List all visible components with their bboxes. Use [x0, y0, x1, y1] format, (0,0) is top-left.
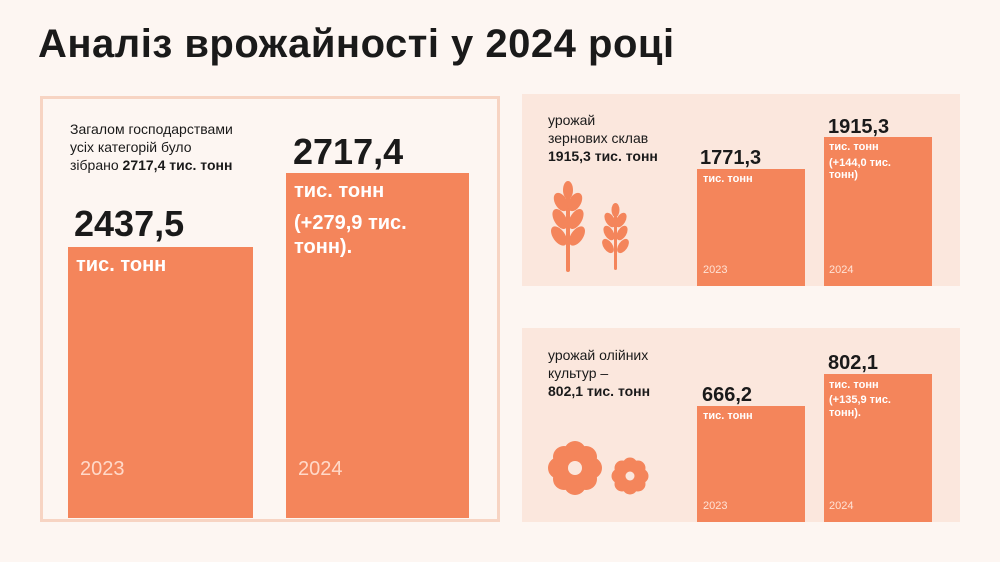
wheat-icon: [551, 181, 629, 272]
year-label-grain-2024: 2024: [829, 264, 854, 276]
grain-total-value: 1915,3 тис. тонн: [548, 148, 658, 164]
grain-text: урожай зернових склав 1915,3 тис. тонн: [548, 111, 688, 165]
unit-label-total-2024: тис. тонн: [294, 180, 385, 202]
total-harvest-intro: Загалом господарствами усіх категорій бу…: [70, 120, 280, 174]
year-label-total-2023: 2023: [80, 458, 125, 480]
page-title: Аналіз врожайності у 2024 році: [38, 22, 675, 66]
intro-total-value: 2717,4 тис. тонн: [122, 157, 233, 173]
value-label-oilseed-2023: 666,2: [702, 384, 753, 406]
bar-grain-2023: [697, 169, 805, 286]
bar-total-2023: [68, 247, 253, 518]
value-label-oilseed-2024: 802,1: [828, 352, 879, 374]
oilseed-text-line-1: урожай олійних: [548, 347, 649, 363]
value-label-total-2024: 2717,4: [293, 131, 404, 172]
oilseed-text-line-2: культур –: [548, 365, 609, 381]
change-label-total-2024-line1: (+279,9 тис.: [294, 212, 407, 234]
intro-line-1: Загалом господарствами: [70, 121, 233, 137]
value-label-grain-2024: 1915,3: [828, 116, 890, 138]
year-label-oilseed-2024: 2024: [829, 500, 854, 512]
value-label-total-2023: 2437,5: [74, 203, 185, 244]
unit-label-oilseed-2024: тис. тонн: [829, 379, 879, 391]
bar-oilseed-2023: [697, 406, 805, 522]
year-label-total-2024: 2024: [298, 458, 343, 480]
intro-line-2: усіх категорій було: [70, 139, 192, 155]
bar-oilseed-2024: [824, 374, 932, 522]
year-label-oilseed-2023: 2023: [703, 500, 728, 512]
unit-label-grain-2024: тис. тонн: [829, 141, 879, 153]
change-label-oilseed-2024-line2: тонн).: [829, 407, 861, 419]
unit-label-grain-2023: тис. тонн: [703, 173, 753, 185]
value-label-grain-2023: 1771,3: [700, 147, 762, 169]
change-label-grain-2024-line1: (+144,0 тис.: [829, 157, 891, 169]
grain-text-line-2: зернових склав: [548, 130, 649, 146]
oilseed-total-value: 802,1 тис. тонн: [548, 383, 651, 399]
change-label-grain-2024-line2: тонн): [829, 169, 858, 181]
oilseed-text: урожай олійних культур – 802,1 тис. тонн: [548, 346, 688, 400]
flower-icon: [548, 441, 649, 495]
bar-total-2024: [286, 173, 469, 518]
year-label-grain-2023: 2023: [703, 264, 728, 276]
grain-text-line-1: урожай: [548, 112, 596, 128]
bar-grain-2024: [824, 137, 932, 286]
change-label-oilseed-2024-line1: (+135,9 тис.: [829, 394, 891, 406]
intro-line-3: зібрано: [70, 157, 123, 173]
unit-label-oilseed-2023: тис. тонн: [703, 410, 753, 422]
change-label-total-2024-line2: тонн).: [294, 236, 353, 258]
unit-label-total-2023: тис. тонн: [76, 254, 167, 276]
